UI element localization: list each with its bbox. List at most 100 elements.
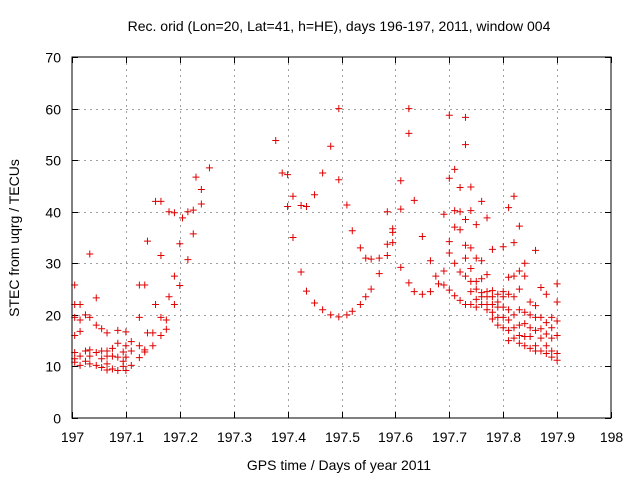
data-point xyxy=(494,321,502,329)
data-point xyxy=(327,311,335,319)
data-point xyxy=(119,362,127,370)
data-point xyxy=(553,331,561,339)
data-point xyxy=(397,205,405,213)
data-point xyxy=(526,324,534,332)
y-tick-label: 60 xyxy=(45,102,61,118)
data-point xyxy=(505,306,513,314)
axis-ticks xyxy=(72,57,612,419)
data-point xyxy=(488,301,496,309)
x-axis-tick-labels: 197 197.1 197.2 197.3 197.4 197.5 197.6 197.7 19… xyxy=(61,429,624,445)
data-point xyxy=(467,288,475,296)
data-point xyxy=(343,201,351,209)
data-point xyxy=(114,353,122,361)
data-point xyxy=(108,352,116,360)
data-point xyxy=(327,142,335,150)
data-point xyxy=(141,348,149,356)
data-point xyxy=(157,197,165,205)
data-point xyxy=(505,204,513,212)
data-point xyxy=(92,361,100,369)
data-point xyxy=(451,165,459,173)
data-point xyxy=(548,313,556,321)
data-point xyxy=(521,259,529,267)
data-point xyxy=(302,287,310,295)
data-point xyxy=(122,367,130,375)
data-point xyxy=(472,295,480,303)
data-point xyxy=(505,337,513,345)
data-point xyxy=(499,293,507,301)
y-tick-label: 0 xyxy=(53,411,61,427)
data-point xyxy=(478,197,486,205)
x-tick-label: 197.7 xyxy=(432,429,467,445)
data-point xyxy=(335,313,343,321)
data-point xyxy=(483,271,491,279)
data-point xyxy=(532,326,540,334)
y-tick-label: 70 xyxy=(45,50,61,66)
data-point xyxy=(426,288,434,296)
data-point xyxy=(205,164,213,172)
data-point xyxy=(86,250,94,258)
data-point xyxy=(272,137,280,145)
y-tick-label: 30 xyxy=(45,256,61,272)
data-point xyxy=(86,346,94,354)
data-point xyxy=(440,267,448,275)
data-point xyxy=(499,313,507,321)
data-point xyxy=(488,287,496,295)
data-point xyxy=(505,316,513,324)
data-point xyxy=(542,290,550,298)
data-point xyxy=(467,264,475,272)
data-point xyxy=(521,342,529,350)
data-points xyxy=(71,105,561,375)
data-point xyxy=(189,206,197,214)
data-point xyxy=(505,326,513,334)
data-point xyxy=(548,324,556,332)
data-point xyxy=(76,327,84,335)
plot-frame xyxy=(71,56,612,419)
data-point xyxy=(451,223,459,231)
data-point xyxy=(499,324,507,332)
data-point xyxy=(122,342,130,350)
data-point xyxy=(510,272,518,280)
x-tick-label: 197.2 xyxy=(163,429,198,445)
data-point xyxy=(375,254,383,262)
data-point xyxy=(467,207,475,215)
data-point xyxy=(440,210,448,218)
x-axis-label: GPS time / Days of year 2011 xyxy=(247,457,431,473)
data-point xyxy=(170,301,178,309)
data-point xyxy=(197,200,205,208)
data-point xyxy=(505,273,513,281)
data-point xyxy=(472,277,480,285)
data-point xyxy=(553,350,561,358)
y-axis-tick-labels: 0 10 20 30 40 50 60 70 xyxy=(45,50,61,427)
data-point xyxy=(553,280,561,288)
data-point xyxy=(383,252,391,260)
data-point xyxy=(515,321,523,329)
data-point xyxy=(114,326,122,334)
data-point xyxy=(383,208,391,216)
data-point xyxy=(483,306,491,314)
data-point xyxy=(108,344,116,352)
data-point xyxy=(157,313,165,321)
data-point xyxy=(178,214,186,222)
data-point xyxy=(103,329,111,337)
data-point xyxy=(483,214,491,222)
data-point xyxy=(92,349,100,357)
data-point xyxy=(289,192,297,200)
data-point xyxy=(284,203,292,211)
data-point xyxy=(461,113,469,121)
data-point xyxy=(122,353,130,361)
data-point xyxy=(127,361,135,369)
data-point xyxy=(510,239,518,247)
data-point xyxy=(488,315,496,323)
data-point xyxy=(451,259,459,267)
data-point xyxy=(170,209,178,217)
data-point xyxy=(426,257,434,265)
data-point xyxy=(297,268,305,276)
data-point xyxy=(383,240,391,248)
data-point xyxy=(467,301,475,309)
data-point xyxy=(76,361,84,369)
data-point xyxy=(397,177,405,185)
x-tick-label: 197.1 xyxy=(109,429,144,445)
data-point xyxy=(456,208,464,216)
data-point xyxy=(432,272,440,280)
y-axis-label: STEC from uqrg / TECUs xyxy=(6,159,22,317)
